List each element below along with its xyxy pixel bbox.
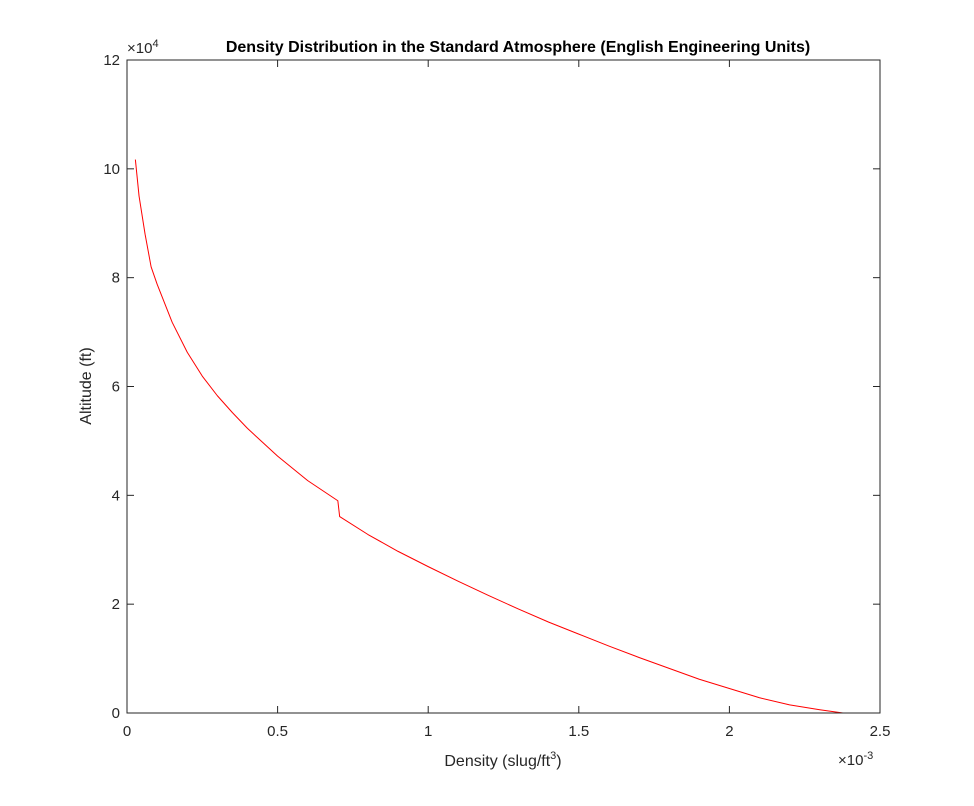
plot-area [127,60,880,713]
x-exponent-power: -3 [863,750,873,762]
x-axis-label-superscript: 3 [550,750,556,762]
y-tick-label: 2 [112,596,120,613]
series-layer [134,159,844,714]
x-exponent-base: ×10 [838,752,863,769]
chart-title: Density Distribution in the Standard Atm… [226,39,810,56]
x-tick-label: 0.5 [267,723,288,740]
y-tick-label: 12 [103,52,120,69]
y-exponent-power: 4 [152,38,158,50]
y-tick-label: 10 [103,161,120,178]
y-axis-exponent: ×104 [127,38,159,57]
y-tick-label: 6 [112,379,120,396]
axes-box [126,59,881,714]
x-tick-label: 1.5 [568,723,589,740]
x-tick-label: 2 [725,723,733,740]
density-curve-line [134,159,844,714]
x-axis-label: Density (slug/ft3) [444,750,561,770]
y-axis-label: Altitude (ft) [78,347,95,424]
x-axis-label-suffix: ) [556,753,561,770]
y-tick-label: 0 [112,705,120,722]
y-exponent-base: ×10 [127,40,152,57]
x-axis-exponent: ×10-3 [838,750,873,769]
y-tick-label: 8 [112,270,120,287]
x-axis-label-main: Density (slug/ft [444,753,550,770]
x-tick-label: 1 [424,723,432,740]
x-tick-label: 2.5 [870,723,891,740]
y-tick-label: 4 [112,487,120,504]
x-tick-label: 0 [123,723,131,740]
tick-layer: 0 0.5 1 1.5 2 2.5 0 2 4 6 8 10 12 [103,52,890,740]
